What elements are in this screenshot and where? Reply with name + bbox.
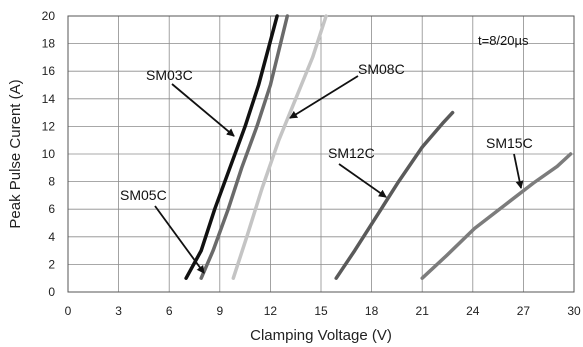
x-tick-label: 30 <box>567 304 581 318</box>
x-tick-label: 3 <box>115 304 122 318</box>
y-tick-label: 2 <box>48 257 55 271</box>
annotation-arrow <box>154 205 205 274</box>
y-tick-label: 10 <box>42 147 56 161</box>
x-tick-label: 0 <box>65 304 72 318</box>
series-label-sm03c: SM03C <box>146 67 193 83</box>
y-tick-label: 8 <box>48 175 55 189</box>
y-tick-label: 16 <box>42 64 56 78</box>
x-tick-label: 12 <box>264 304 278 318</box>
x-tick-label: 21 <box>416 304 430 318</box>
series-label-sm08c: SM08C <box>358 61 405 77</box>
y-tick-label: 0 <box>48 285 55 299</box>
x-tick-label: 24 <box>466 304 480 318</box>
x-tick-label: 18 <box>365 304 379 318</box>
series-label-sm05c: SM05C <box>120 187 167 203</box>
y-tick-label: 6 <box>48 202 55 216</box>
x-tick-label: 9 <box>216 304 223 318</box>
x-axis-title: Clamping Voltage (V) <box>250 327 392 344</box>
series-lines <box>184 14 573 280</box>
pulse-condition-label: t=8/20µs <box>478 33 529 48</box>
annotation-arrow <box>171 83 235 137</box>
annotation-arrow <box>513 153 524 189</box>
series-label-sm15c: SM15C <box>486 135 533 151</box>
series-line-sm05c <box>199 14 290 280</box>
grid-lines <box>67 15 575 293</box>
x-tick-label: 15 <box>314 304 328 318</box>
y-tick-label: 12 <box>42 119 56 133</box>
series-line-sm08c <box>231 14 328 280</box>
x-tick-label: 6 <box>166 304 173 318</box>
annotation-arrow <box>289 75 359 119</box>
y-axis-title: Peak Pulse Curent (A) <box>7 79 24 228</box>
y-tick-label: 14 <box>42 92 56 106</box>
annotation-arrow <box>338 163 387 198</box>
series-line-sm03c <box>184 14 279 280</box>
y-tick-label: 20 <box>42 9 56 23</box>
y-tick-label: 4 <box>48 230 55 244</box>
y-tick-label: 18 <box>42 37 56 51</box>
series-line-sm12c <box>334 110 455 280</box>
series-annotations: SM03C SM05C SM08C SM12C SM15C <box>120 61 533 274</box>
plot-frame <box>67 15 575 293</box>
series-line-sm15c <box>420 152 573 280</box>
series-label-sm12c: SM12C <box>328 145 375 161</box>
x-tick-label: 27 <box>517 304 531 318</box>
